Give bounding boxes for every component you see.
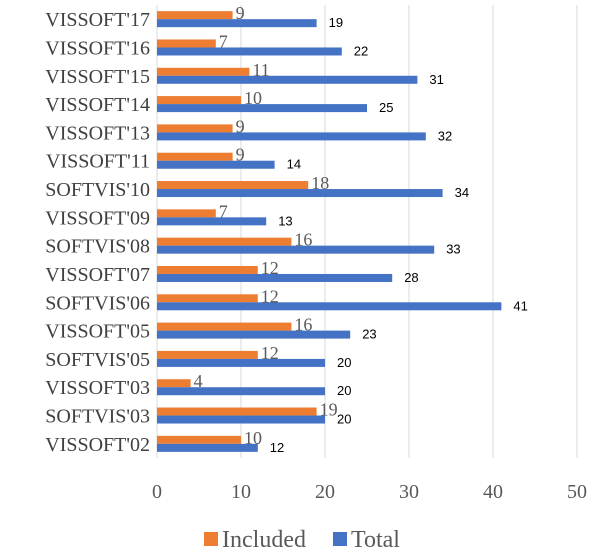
data-label-included: 9 (236, 3, 245, 23)
bar-total (157, 443, 258, 452)
x-tick-label: 0 (152, 481, 162, 503)
bar-total (157, 302, 502, 311)
data-label-total: 34 (455, 185, 469, 200)
category-label: VISSOFT'11 (46, 151, 150, 173)
category-label: VISSOFT'07 (45, 264, 150, 286)
category-label: VISSOFT'17 (45, 9, 150, 31)
legend-label-total: Total (351, 527, 400, 553)
bar-total (157, 104, 367, 113)
x-tick-label: 20 (315, 481, 335, 503)
category-label: SOFTVIS'08 (45, 236, 150, 258)
data-label-included: 4 (194, 371, 203, 391)
data-label-included: 16 (294, 230, 312, 250)
data-label-included: 9 (236, 145, 245, 165)
data-label-total: 22 (354, 43, 368, 58)
bar-included (157, 322, 292, 331)
legend: Included Total (204, 527, 400, 553)
bar-total (157, 245, 435, 254)
category-label: VISSOFT'13 (45, 122, 150, 144)
category-label: VISSOFT'15 (45, 66, 150, 88)
data-label-total: 23 (362, 327, 376, 342)
data-label-total: 19 (329, 15, 343, 30)
data-label-total: 13 (278, 213, 292, 228)
data-label-included: 10 (244, 428, 262, 448)
data-label-included: 7 (219, 201, 228, 221)
bar-total (157, 273, 393, 282)
category-label: VISSOFT'05 (45, 321, 150, 343)
bar-total (157, 387, 325, 396)
bar-included (157, 11, 233, 20)
data-label-included: 7 (219, 31, 228, 51)
bar-included (157, 237, 292, 246)
data-label-included: 11 (252, 60, 269, 80)
category-labels: VISSOFT'17 VISSOFT'16 VISSOFT'15 VISSOFT'14… (45, 9, 150, 456)
bar-total (157, 160, 275, 169)
x-tick-label: 40 (483, 481, 503, 503)
data-label-included: 12 (261, 258, 279, 278)
data-label-included: 9 (236, 116, 245, 136)
bar-included (157, 67, 250, 76)
data-label-total: 20 (337, 355, 351, 370)
data-label-total: 31 (429, 72, 443, 87)
data-label-total: 41 (513, 298, 527, 313)
data-label-total: 14 (287, 157, 301, 172)
data-label-total: 20 (337, 412, 351, 427)
bar-included (157, 124, 233, 133)
data-label-included: 16 (294, 315, 312, 335)
bar-total (157, 358, 325, 367)
bar-total (157, 415, 325, 424)
category-label: VISSOFT'16 (45, 37, 150, 59)
data-label-total: 20 (337, 383, 351, 398)
x-tick-labels: 0 10 20 30 40 50 (152, 481, 587, 503)
bar-total (157, 132, 426, 141)
category-label: SOFTVIS'06 (45, 292, 150, 314)
bar-included (157, 265, 258, 274)
data-label-included: 19 (320, 400, 338, 420)
data-label-total: 28 (404, 270, 418, 285)
bar-included (157, 379, 191, 388)
bar-total (157, 217, 267, 226)
bar-included (157, 152, 233, 161)
category-label: VISSOFT'14 (45, 94, 150, 116)
bar-total (157, 189, 443, 198)
category-label: SOFTVIS'10 (45, 179, 150, 201)
category-label: VISSOFT'09 (45, 207, 150, 229)
bars (157, 11, 502, 452)
bar-included (157, 39, 216, 48)
legend-label-included: Included (222, 527, 306, 553)
category-label: VISSOFT'02 (45, 434, 150, 456)
bar-included (157, 181, 309, 190)
category-label: SOFTVIS'05 (45, 349, 150, 371)
bar-total (157, 75, 418, 84)
bar-included (157, 96, 241, 105)
data-label-included: 18 (311, 173, 329, 193)
data-label-included: 12 (261, 286, 279, 306)
x-tick-label: 30 (399, 481, 419, 503)
data-label-included: 12 (261, 343, 279, 363)
bar-included (157, 435, 241, 444)
data-label-included: 10 (244, 88, 262, 108)
data-label-total: 32 (438, 128, 452, 143)
x-tick-label: 10 (231, 481, 251, 503)
bar-included (157, 407, 317, 416)
data-label-total: 33 (446, 242, 460, 257)
category-label: VISSOFT'03 (45, 377, 150, 399)
bar-total (157, 19, 317, 28)
bar-included (157, 209, 216, 218)
bar-total (157, 47, 342, 56)
legend-swatch-total (333, 532, 347, 546)
data-label-total: 25 (379, 100, 393, 115)
legend-swatch-included (204, 532, 218, 546)
data-label-total: 12 (270, 440, 284, 455)
bar-included (157, 294, 258, 303)
category-label: SOFTVIS'03 (45, 406, 150, 428)
x-tick-label: 50 (567, 481, 587, 503)
bar-included (157, 350, 258, 359)
bar-total (157, 330, 351, 339)
